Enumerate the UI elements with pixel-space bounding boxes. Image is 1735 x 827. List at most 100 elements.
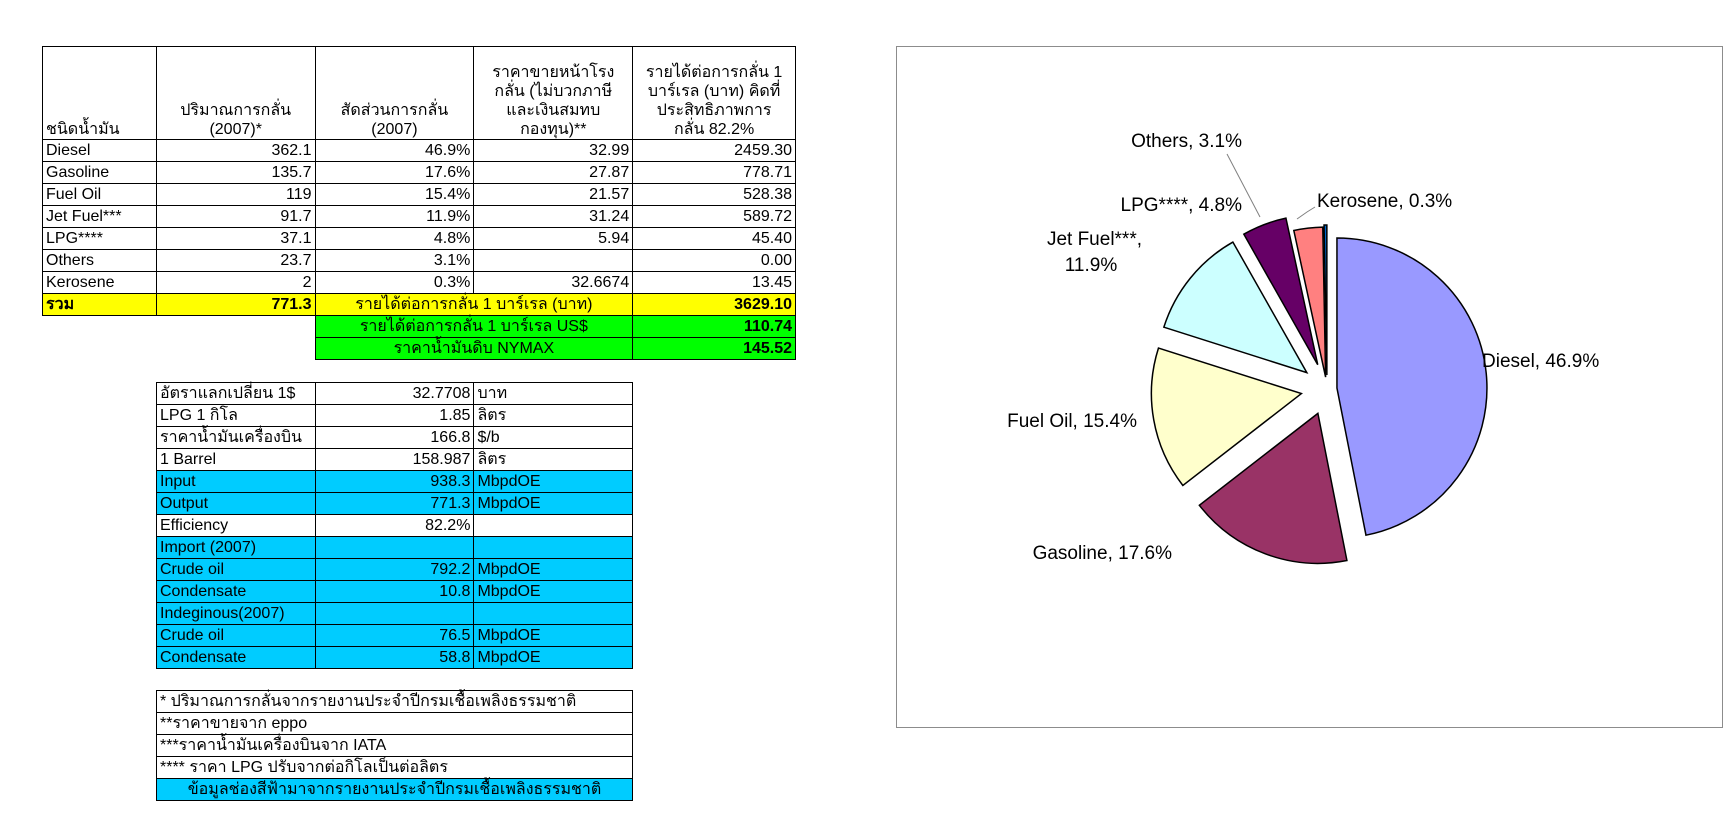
cell-name: Others	[42, 249, 157, 272]
cell-name: Gasoline	[42, 161, 157, 184]
parameters-table: อัตราแลกเปลี่ยน 1$ 32.7708 บาท LPG 1 กิโล 1.…	[156, 382, 633, 669]
param-label: Crude oil	[156, 558, 316, 581]
header-income: รายได้ต่อการกลั่น 1 บาร์เรล (บาท) คิดที่ป…	[632, 46, 796, 140]
param-row: Efficiency 82.2%	[156, 514, 633, 537]
note-row: **** ราคา LPG ปรับจากต่อกิโลเป็นต่อลิตร	[156, 756, 633, 779]
param-value: 1.85	[314, 404, 475, 427]
param-value	[314, 602, 475, 625]
param-label: LPG 1 กิโล	[156, 404, 316, 427]
nymax-row: ราคาน้ำมันดิบ NYMAX 145.52	[43, 337, 796, 360]
header-row: ชนิดน้ำมัน ปริมาณการกลั่น (2007)* สัดส่วน…	[42, 46, 796, 140]
param-row: Indeginous(2007)	[156, 602, 633, 625]
pie-slice-jetfuel	[1162, 241, 1309, 374]
param-row: ราคาน้ำมันเครื่องบิน 166.8 $/b	[156, 426, 633, 449]
param-unit	[473, 602, 633, 625]
param-unit: MbpdOE	[473, 492, 633, 515]
param-row: Crude oil 76.5 MbpdOE	[156, 624, 633, 647]
param-row: Condensate 10.8 MbpdOE	[156, 580, 633, 603]
total-volume: 771.3	[155, 293, 316, 316]
total-row: รวม 771.3 รายได้ต่อการกลั่น 1 บาร์เรล (บ…	[42, 293, 796, 316]
header-price: ราคาขายหน้าโรง กลั่น (ไม่บวกภาษี และเงินสม…	[473, 46, 634, 140]
cell-income: 778.71	[632, 161, 796, 184]
param-row: Condensate 58.8 MbpdOE	[156, 646, 633, 669]
param-label: Input	[156, 470, 316, 493]
param-row: LPG 1 กิโล 1.85 ลิตร	[156, 404, 633, 427]
pie-slice-others	[1292, 226, 1327, 378]
cell-volume: 135.7	[155, 161, 316, 184]
leader-line-others	[1226, 153, 1261, 218]
param-unit: MbpdOE	[473, 558, 633, 581]
param-unit	[473, 514, 633, 537]
cell-income: 589.72	[632, 205, 796, 228]
param-row: อัตราแลกเปลี่ยน 1$ 32.7708 บาท	[156, 382, 633, 405]
note-text: **** ราคา LPG ปรับจากต่อกิโลเป็นต่อลิตร	[156, 756, 633, 779]
cell-income: 45.40	[632, 227, 796, 250]
note-text: ***ราคาน้ำมันเครื่องบินจาก IATA	[156, 734, 633, 757]
leader-line-kerosene	[1296, 206, 1316, 220]
note-text: **ราคาขายจาก eppo	[156, 712, 633, 735]
cell-volume: 37.1	[155, 227, 316, 250]
pie-slice-fueloil	[1150, 347, 1303, 487]
param-value: 82.2%	[314, 514, 475, 537]
cell-name: LPG****	[42, 227, 157, 250]
param-value: 158.987	[314, 448, 475, 471]
param-label: Indeginous(2007)	[156, 602, 316, 625]
param-value: 938.3	[314, 470, 475, 493]
pie-label-jetfuel-value: 11.9%	[1065, 255, 1118, 276]
table-row: Kerosene 2 0.3% 32.6674 13.45	[42, 271, 796, 294]
param-value: 32.7708	[314, 382, 475, 405]
cell-income: 528.38	[632, 183, 796, 206]
param-label: ราคาน้ำมันเครื่องบิน	[156, 426, 316, 449]
pie-chart-area: Diesel, 46.9% Gasoline, 17.6% Fuel Oil, 15…	[896, 46, 1723, 728]
param-value: 76.5	[314, 624, 475, 647]
param-unit: MbpdOE	[473, 470, 633, 493]
param-label: 1 Barrel	[156, 448, 316, 471]
param-row: 1 Barrel 158.987 ลิตร	[156, 448, 633, 471]
usd-row: รายได้ต่อการกลั่น 1 บาร์เรล US$ 110.74	[43, 315, 796, 338]
param-unit: $/b	[473, 426, 633, 449]
pie-label-jetfuel: Jet Fuel***,	[1047, 229, 1142, 250]
cell-share: 0.3%	[314, 271, 475, 294]
cell-name: Fuel Oil	[42, 183, 157, 206]
pie-slice-kerosene	[1323, 224, 1328, 376]
table-row: Gasoline 135.7 17.6% 27.87 778.71	[42, 161, 796, 184]
param-unit: ลิตร	[473, 448, 633, 471]
param-unit: MbpdOE	[473, 580, 633, 603]
param-value: 166.8	[314, 426, 475, 449]
pie-label-gasoline: Gasoline, 17.6%	[1033, 543, 1173, 564]
note-row: **ราคาขายจาก eppo	[156, 712, 633, 735]
param-unit	[473, 536, 633, 559]
cell-volume: 2	[155, 271, 316, 294]
pie-slice-lpg	[1242, 217, 1319, 366]
cell-volume: 23.7	[155, 249, 316, 272]
param-row: Input 938.3 MbpdOE	[156, 470, 633, 493]
param-value	[314, 536, 475, 559]
total-label: รวม	[42, 293, 157, 316]
param-label: Output	[156, 492, 316, 515]
pie-label-lpg: LPG****, 4.8%	[1121, 195, 1243, 216]
pie-label-others: Others, 3.1%	[1131, 131, 1242, 152]
param-label: Efficiency	[156, 514, 316, 537]
header-type: ชนิดน้ำมัน	[42, 46, 157, 140]
cell-price: 5.94	[473, 227, 634, 250]
total-income: 3629.10	[632, 293, 796, 316]
param-unit: บาท	[473, 382, 633, 405]
cell-name: Jet Fuel***	[42, 205, 157, 228]
param-value: 792.2	[314, 558, 475, 581]
cell-income: 0.00	[632, 249, 796, 272]
param-value: 10.8	[314, 580, 475, 603]
cell-price: 32.99	[473, 139, 634, 162]
param-unit: MbpdOE	[473, 646, 633, 669]
total-income-label: รายได้ต่อการกลั่น 1 บาร์เรล (บาท)	[314, 293, 634, 316]
table-row: Fuel Oil 119 15.4% 21.57 528.38	[42, 183, 796, 206]
cell-price: 31.24	[473, 205, 634, 228]
header-share: สัดส่วนการกลั่น (2007)	[314, 46, 475, 140]
cell-income: 2459.30	[632, 139, 796, 162]
pie-slice-gasoline	[1198, 412, 1348, 565]
param-unit: MbpdOE	[473, 624, 633, 647]
param-label: Condensate	[156, 646, 316, 669]
usd-label: รายได้ต่อการกลั่น 1 บาร์เรล US$	[314, 315, 634, 338]
cell-price: 32.6674	[473, 271, 634, 294]
cell-share: 4.8%	[314, 227, 475, 250]
param-label: Condensate	[156, 580, 316, 603]
